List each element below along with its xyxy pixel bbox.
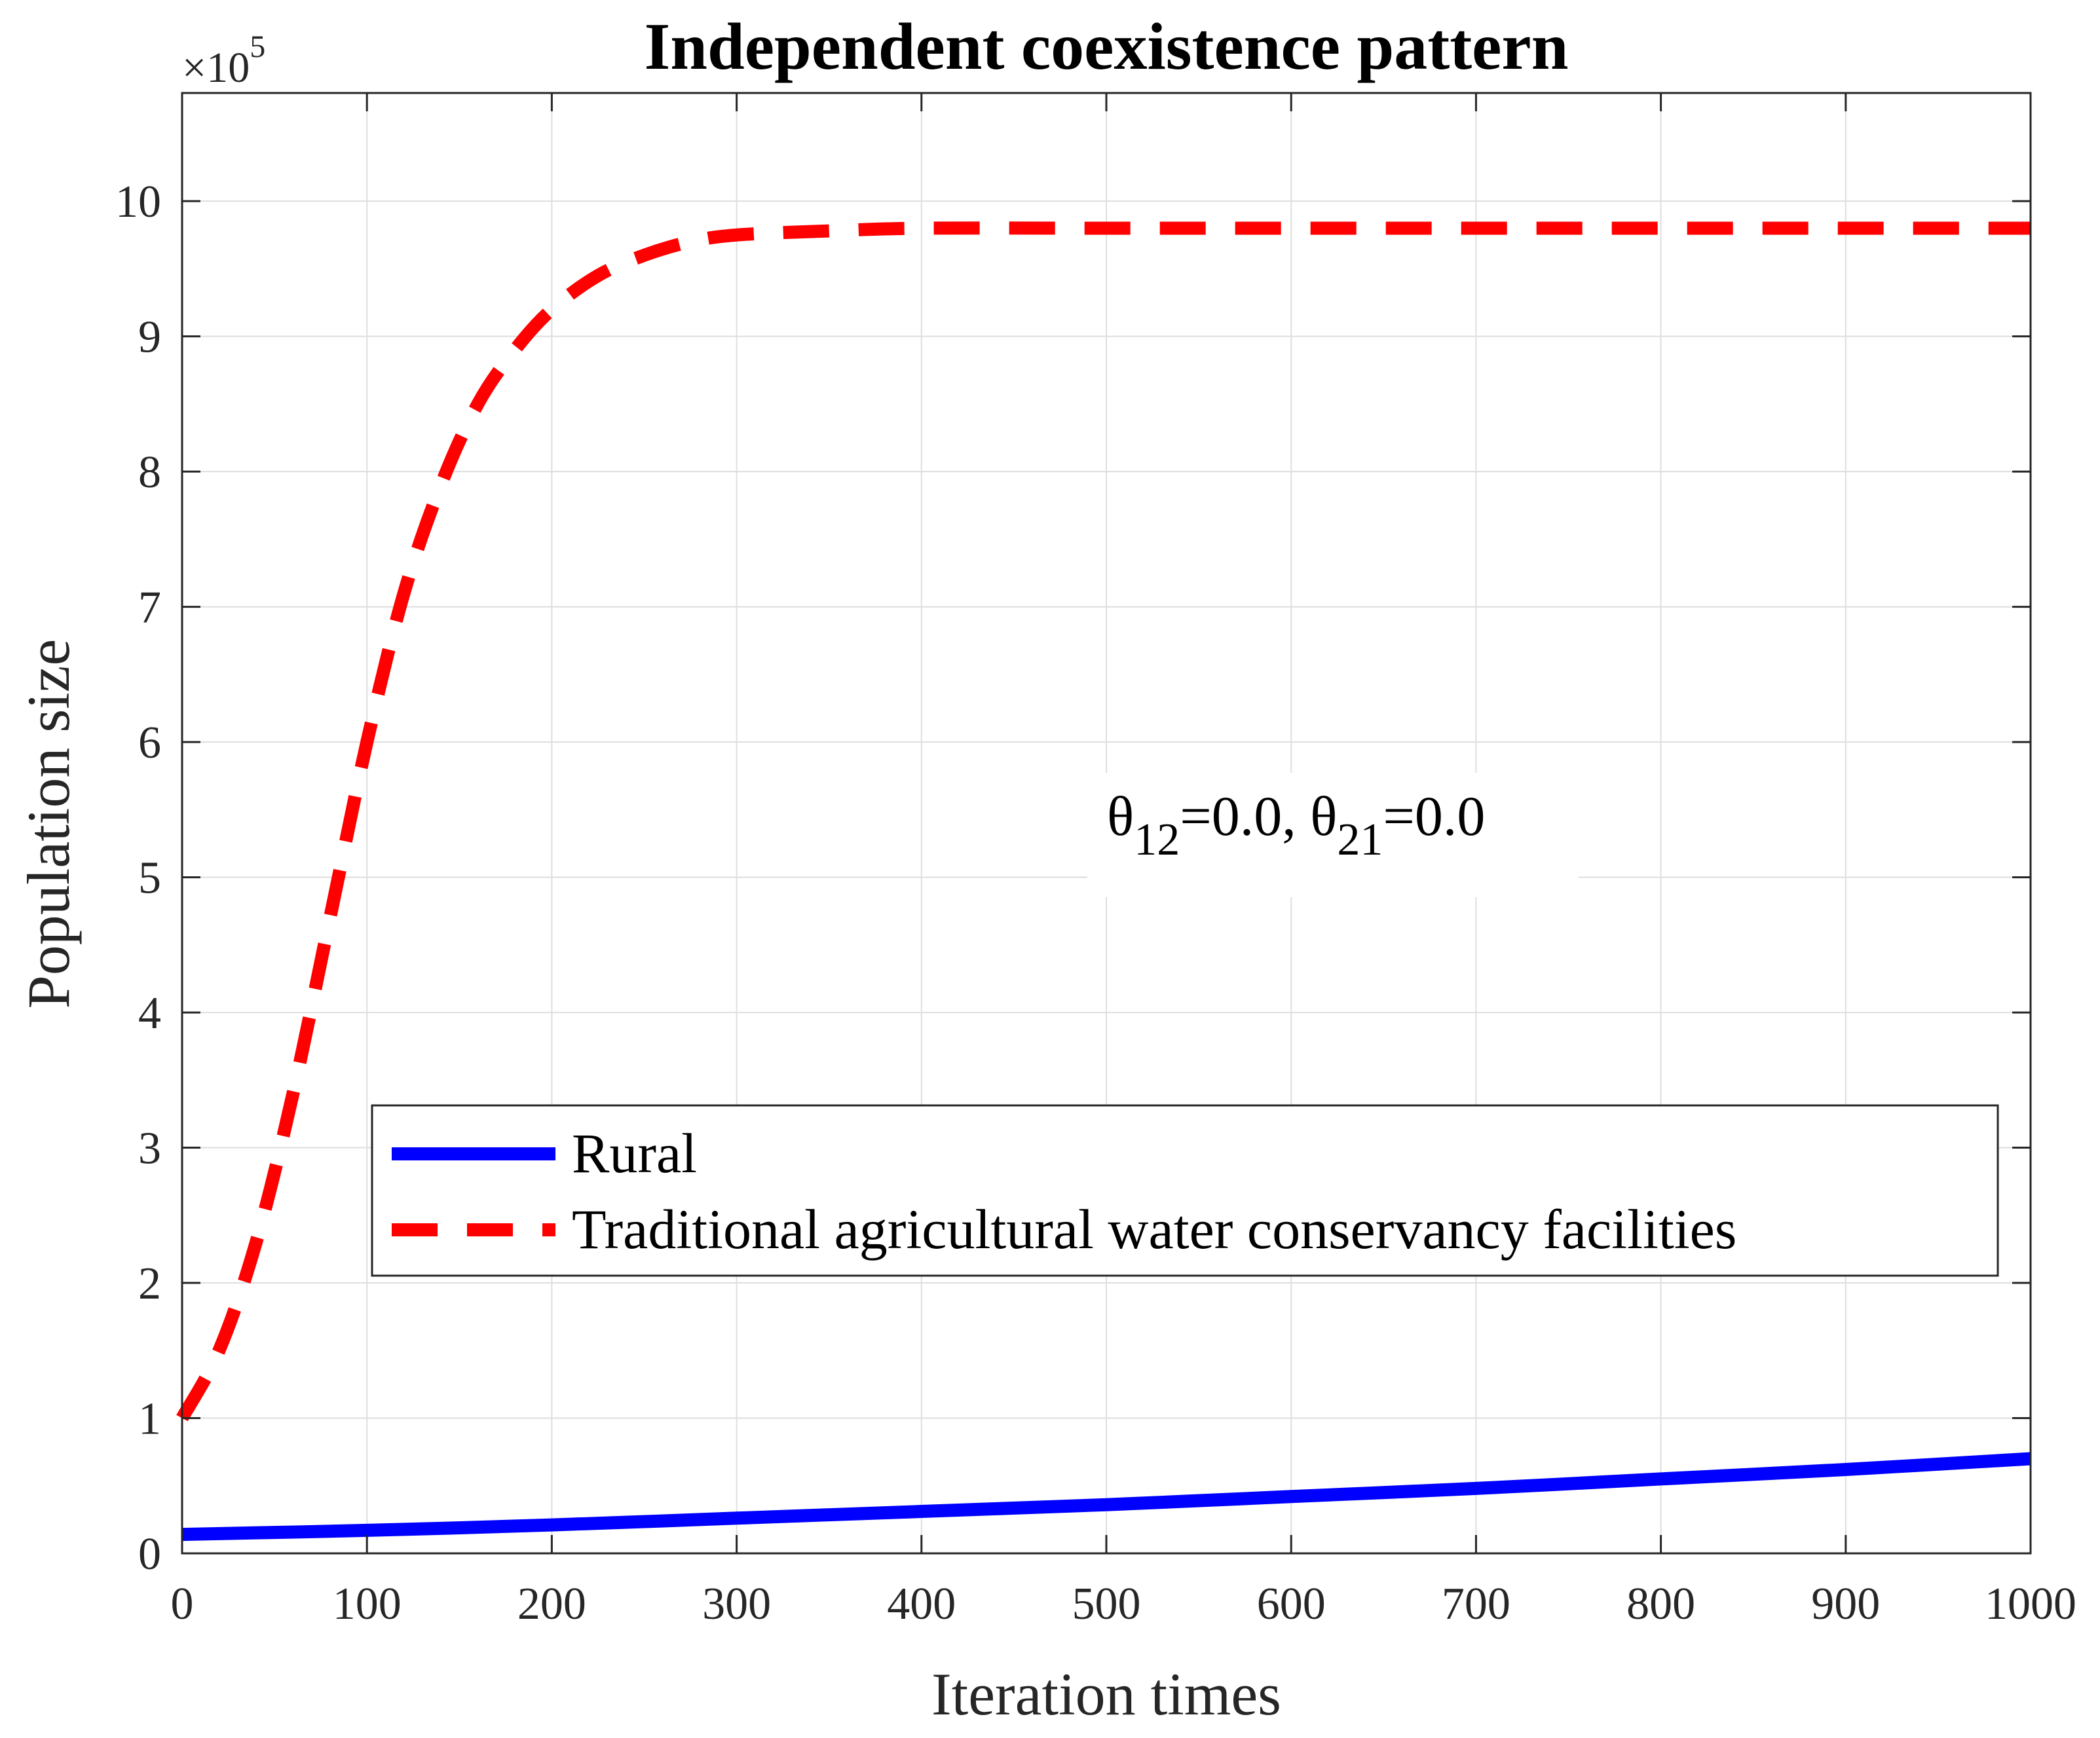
x-tick-label: 500 — [1072, 1579, 1141, 1629]
series-layer — [176, 221, 2031, 1542]
annotation-sub-21: 21 — [1337, 815, 1383, 865]
y-tick-label: 5 — [138, 853, 161, 904]
x-tick-label: 800 — [1626, 1579, 1695, 1629]
y-exponent-prefix: ×10 — [182, 44, 250, 92]
y-tick-labels: 0 1 2 3 4 5 6 7 8 9 10 — [115, 177, 161, 1580]
legend-label-rural: Rural — [572, 1122, 697, 1185]
y-tick-label: 3 — [138, 1124, 161, 1174]
x-tick-label: 900 — [1811, 1579, 1880, 1629]
annotation-sub-12: 12 — [1134, 815, 1180, 865]
y-exponent-label: ×105 — [182, 29, 265, 92]
x-tick-labels: 0 100 200 300 400 500 600 700 800 900 1000 — [171, 1579, 2077, 1629]
y-tick-label: 2 — [138, 1259, 161, 1309]
chart-title: Independent coexistence pattern — [645, 10, 1569, 84]
legend-label-facilities: Traditional agricultural water conservan… — [572, 1198, 1736, 1261]
y-axis-label: Population size — [15, 639, 82, 1009]
annotation-text: θ12=0.0, θ21=0.0 — [1107, 785, 1485, 865]
annotation-theta-2: θ — [1310, 785, 1337, 847]
y-tick-label: 1 — [138, 1394, 161, 1445]
x-tick-label: 0 — [171, 1579, 194, 1629]
tick-marks — [181, 93, 2032, 1555]
x-tick-label: 700 — [1442, 1579, 1510, 1629]
y-tick-label: 7 — [138, 583, 161, 633]
y-tick-label: 10 — [115, 177, 161, 227]
series-facilities-line — [176, 221, 2031, 1422]
annotation-end: =0.0 — [1383, 785, 1485, 847]
y-tick-label: 8 — [138, 447, 161, 498]
x-tick-label: 600 — [1257, 1579, 1326, 1629]
series-rural-line — [181, 1452, 2031, 1542]
legend: Rural Traditional agricultural water con… — [371, 1104, 1999, 1277]
y-tick-label: 0 — [138, 1529, 161, 1580]
y-tick-label: 6 — [138, 718, 161, 768]
annotation-background — [1087, 773, 1579, 897]
x-tick-label: 300 — [702, 1579, 771, 1629]
annotation-theta-1: θ — [1107, 785, 1134, 847]
x-tick-label: 400 — [887, 1579, 956, 1629]
y-tick-label: 4 — [138, 988, 161, 1039]
x-tick-label: 100 — [333, 1579, 402, 1629]
x-tick-label: 1000 — [1985, 1579, 2076, 1629]
legend-box — [371, 1104, 1999, 1277]
y-exponent-power: 5 — [250, 29, 265, 64]
x-axis-label: Iteration times — [931, 1661, 1281, 1728]
annotation-mid: =0.0, — [1180, 785, 1310, 847]
x-tick-label: 200 — [517, 1579, 586, 1629]
y-tick-label: 9 — [138, 312, 161, 363]
